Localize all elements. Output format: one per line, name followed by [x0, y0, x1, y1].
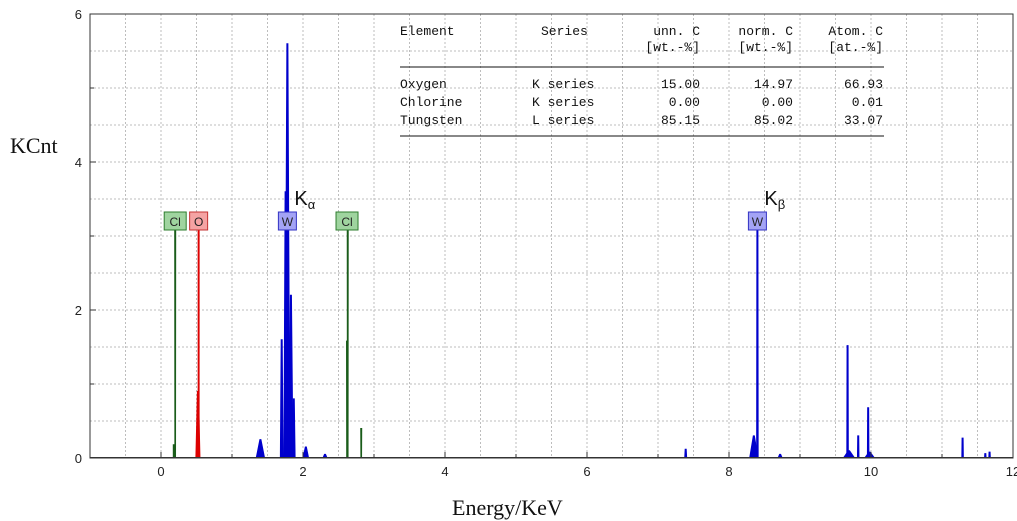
line-label-kbeta: Kβ	[764, 188, 785, 212]
grid-lines	[90, 13, 1013, 458]
table-cell: L series	[532, 113, 594, 128]
x-tick-label: 4	[441, 464, 448, 479]
x-tick-label: 10	[864, 464, 878, 479]
y-tick-label: 0	[75, 451, 82, 466]
table-cell: Tungsten	[400, 113, 462, 128]
line-label-kalpha: Kα	[294, 188, 315, 212]
spectrum-peak-cl	[360, 427, 363, 459]
spectrum-peak-cl	[172, 444, 175, 459]
table-unit-cell: [wt.-%]	[645, 40, 700, 55]
spectrum-peak-w	[846, 345, 849, 459]
spectrum-peak-w	[291, 398, 296, 459]
element-marker-w: W	[277, 211, 297, 231]
element-marker-o: O	[189, 211, 209, 231]
table-cell: 0.00	[669, 95, 700, 110]
y-tick-label: 2	[75, 303, 82, 318]
element-marker-w: W	[747, 211, 767, 231]
table-cell: 0.00	[762, 95, 793, 110]
element-marker-cl: Cl	[163, 211, 187, 231]
x-axis-label: Energy/KeV	[452, 495, 563, 520]
x-tick-label: 2	[299, 464, 306, 479]
x-tick-label: 12	[1006, 464, 1017, 479]
x-tick-label: 6	[583, 464, 590, 479]
axis-ticks: 0 2 4 6 8 10 12 0 2 4 6	[75, 7, 1017, 479]
element-markers: Cl O W Cl WKα Kβ	[163, 188, 785, 231]
spectrum-peak-w	[856, 435, 860, 459]
y-tick-label: 4	[75, 155, 82, 170]
table-cell: K series	[532, 77, 594, 92]
quantification-table: Element Series unn. C norm. C Atom. C [wt.-%]…	[400, 24, 884, 137]
table-cell: 0.01	[852, 95, 883, 110]
y-axis-label: KCnt	[10, 133, 58, 158]
table-cell: Chlorine	[400, 95, 462, 110]
table-header-cell: unn. C	[653, 24, 700, 39]
table-cell: 85.02	[754, 113, 793, 128]
x-tick-label: 0	[157, 464, 164, 479]
table-cell: Oxygen	[400, 77, 447, 92]
spectrum-peak-w	[866, 407, 870, 459]
spectrum-peak-w	[756, 224, 759, 459]
table-header-cell: norm. C	[738, 24, 793, 39]
table-unit-cell: [at.-%]	[828, 40, 883, 55]
table-header-cell: Series	[541, 24, 588, 39]
table-cell: K series	[532, 95, 594, 110]
table-cell: 15.00	[661, 77, 700, 92]
table-header-cell: Element	[400, 24, 455, 39]
x-tick-label: 8	[725, 464, 732, 479]
element-marker-cl: Cl	[335, 211, 359, 231]
spectrum-peak-w	[842, 450, 856, 459]
spectrum-peak-w	[255, 439, 266, 459]
spectrum-peak-w	[961, 437, 964, 459]
table-cell: 33.07	[844, 113, 883, 128]
svg-text:Cl: Cl	[170, 215, 181, 229]
svg-text:Kβ: Kβ	[764, 188, 785, 212]
spectrum-peak-cl	[346, 224, 349, 459]
table-cell: 66.93	[844, 77, 883, 92]
y-tick-label: 6	[75, 7, 82, 22]
svg-text:Cl: Cl	[341, 215, 352, 229]
table-unit-cell: [wt.-%]	[738, 40, 793, 55]
spectrum-peak-o	[197, 224, 200, 459]
svg-text:W: W	[752, 215, 764, 229]
svg-text:O: O	[194, 215, 203, 229]
spectrum-peak-w	[684, 448, 688, 459]
svg-text:W: W	[282, 215, 294, 229]
svg-text:Kα: Kα	[294, 188, 315, 212]
table-cell: 14.97	[754, 77, 793, 92]
spectrum-peak-cl	[174, 224, 177, 459]
spectrum-peak-w	[302, 446, 310, 459]
table-cell: 85.15	[661, 113, 700, 128]
table-header-cell: Atom. C	[828, 24, 883, 39]
spectrum-peak-w	[279, 339, 284, 459]
